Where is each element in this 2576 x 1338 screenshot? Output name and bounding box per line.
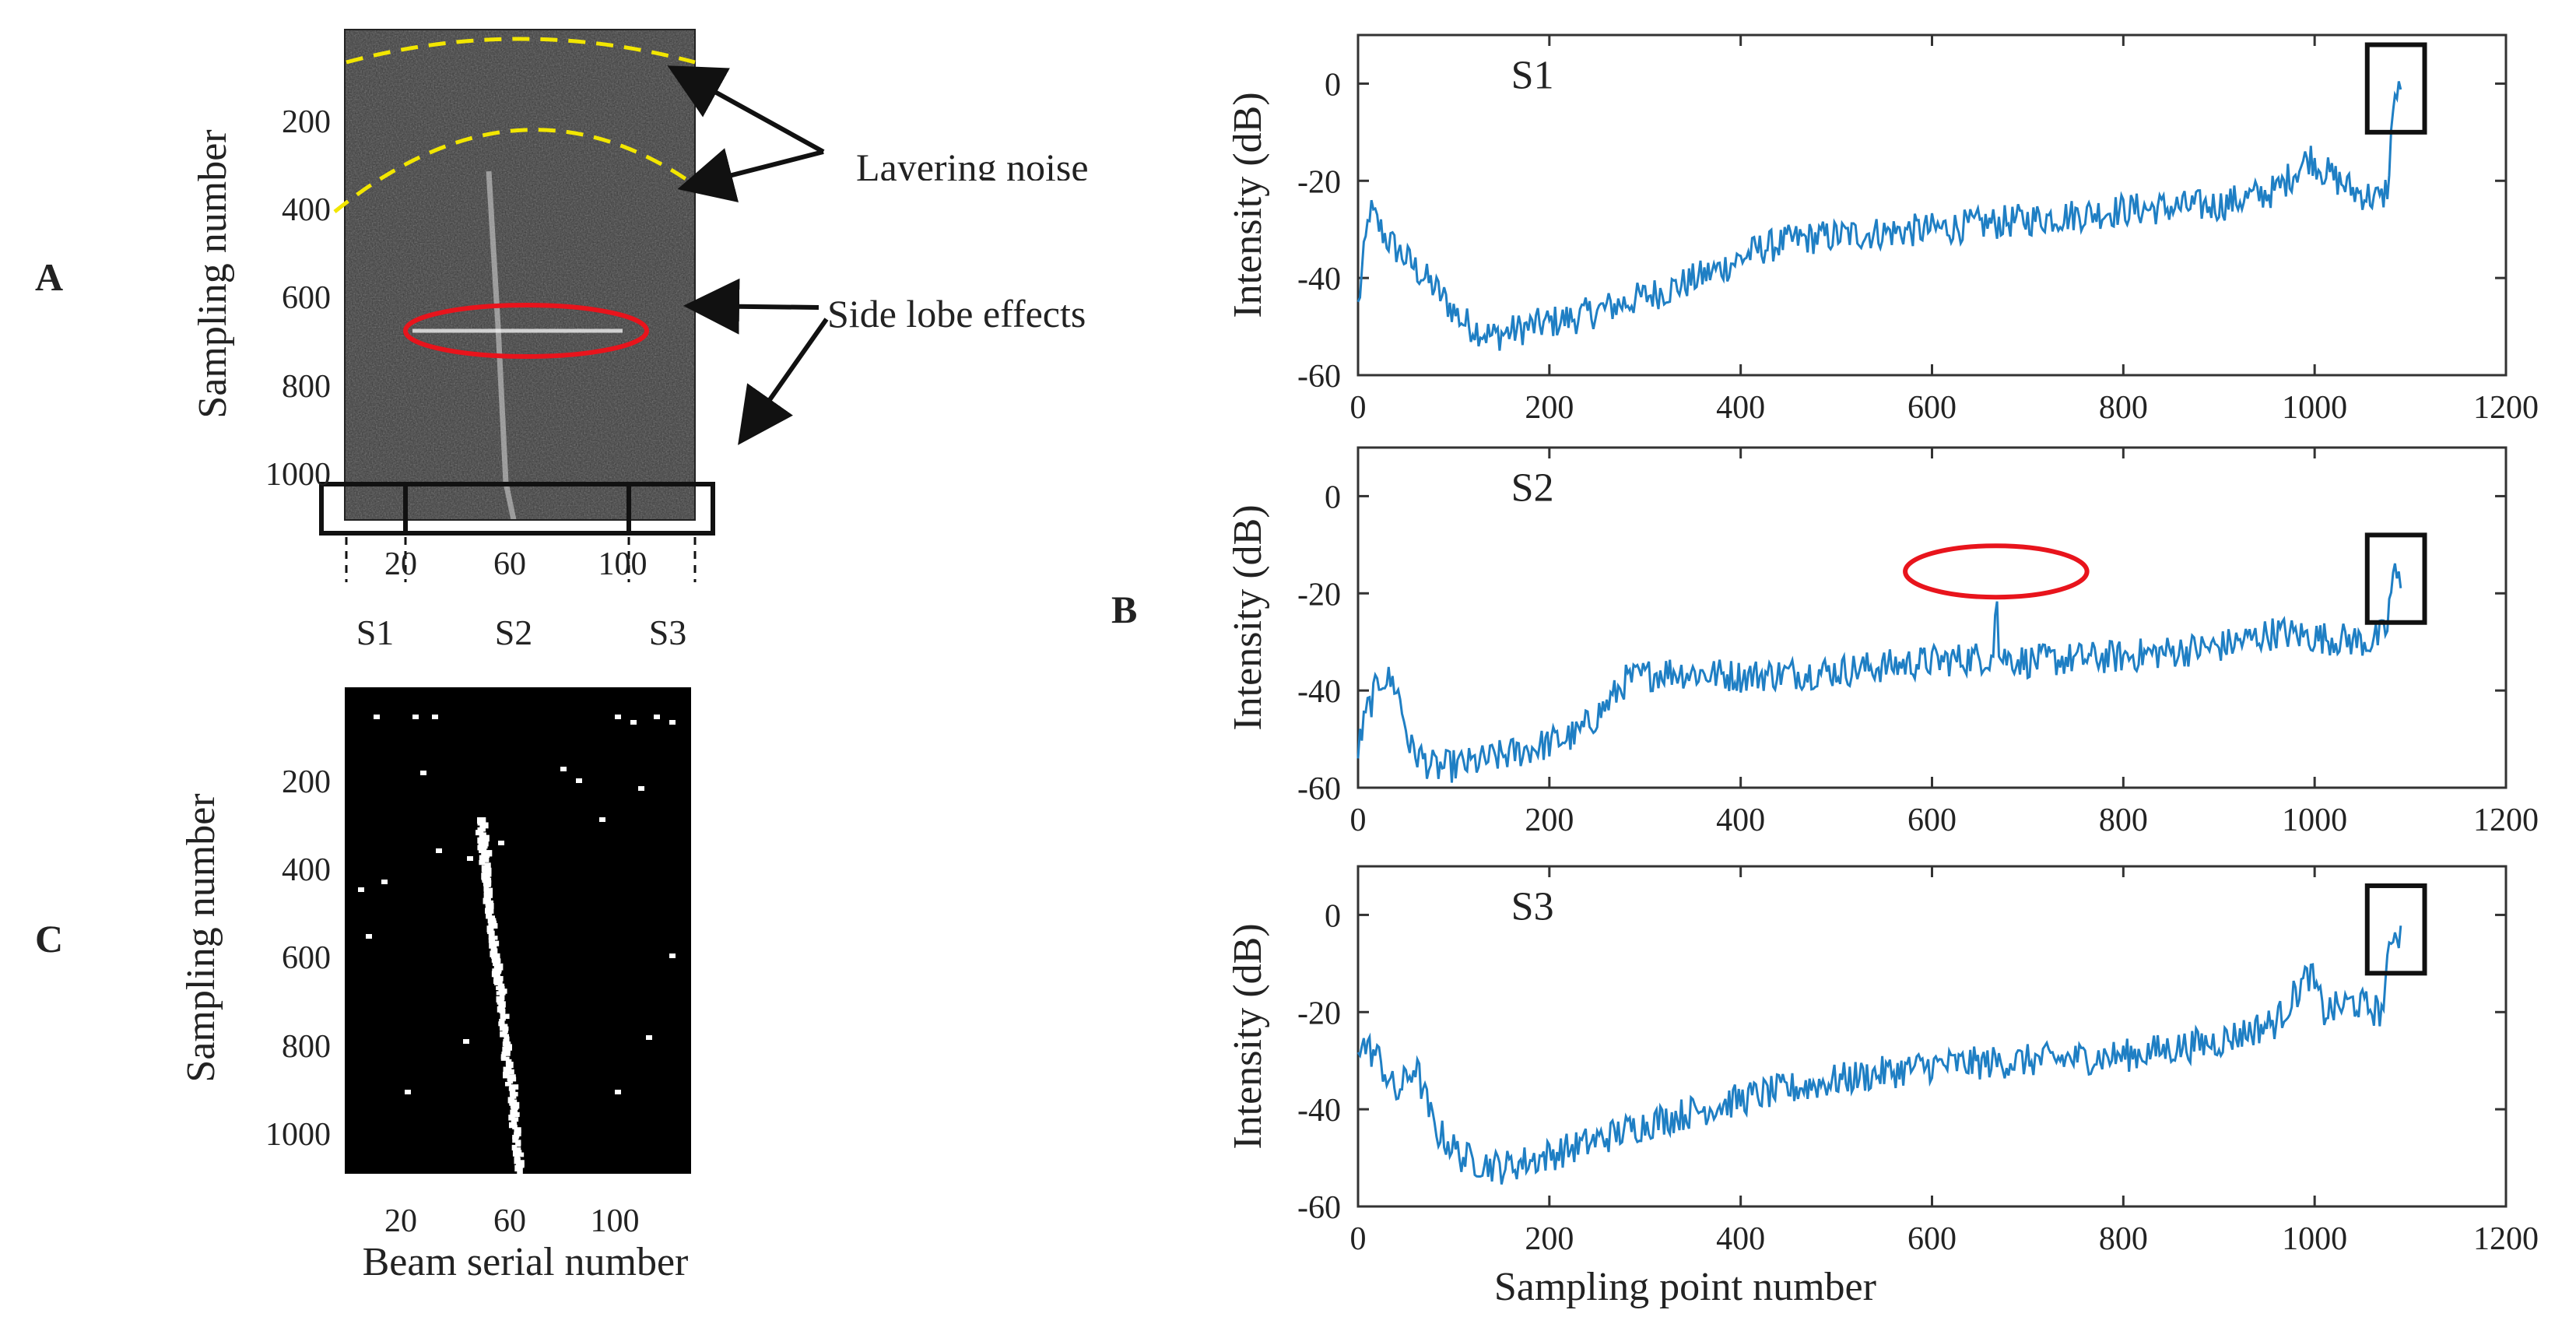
s3-box xyxy=(626,482,715,536)
xtick-label: 1200 xyxy=(2473,802,2539,838)
arrow-sidelobe-1 xyxy=(683,278,819,335)
panel-letter-c: C xyxy=(35,917,63,960)
peak-box xyxy=(2364,532,2427,625)
panel-c-xlabel: Beam serial number xyxy=(363,1240,689,1284)
plot-s3: 0 200 400 600 800 1000 1200 0 -20 -40 -60 Intensity… xyxy=(1226,865,2539,1309)
ytick-label: -60 xyxy=(1297,771,1341,807)
panel-a-ylabel: Sampling number xyxy=(191,129,235,418)
panel-a-ytick-400: 400 xyxy=(282,192,331,228)
xtick-label: 400 xyxy=(1716,1221,1765,1257)
panel-a-xtick-20: 20 xyxy=(384,546,417,582)
arrow-sidelobe-2 xyxy=(738,318,829,445)
xtick-label: 200 xyxy=(1525,1221,1574,1257)
arrow-layering-1 xyxy=(667,65,825,154)
xtick-label: 200 xyxy=(1525,390,1574,426)
panel-a-ytick-200: 200 xyxy=(282,104,331,140)
plot-title: S1 xyxy=(1511,54,1554,98)
series-line-s1 xyxy=(1356,81,2402,351)
xtick-label: 600 xyxy=(1907,1221,1957,1257)
ytick-label: -40 xyxy=(1297,1093,1341,1129)
xtick-label: 800 xyxy=(2099,390,2148,426)
xtick-label: 800 xyxy=(2099,1221,2148,1257)
ylabel: Intensity (dB) xyxy=(1226,504,1270,730)
ytick-label: -20 xyxy=(1297,164,1341,200)
panel-a: Sampling number 200 400 600 800 1000 20 … xyxy=(191,29,1160,652)
xtick-label: 1000 xyxy=(2282,390,2347,426)
layering-noise-curve-2 xyxy=(333,128,697,213)
ylabel: Intensity (dB) xyxy=(1226,923,1270,1149)
xtick-label: 1000 xyxy=(2282,802,2347,838)
side-lobe-ellipse xyxy=(403,303,649,359)
panel-letter-b: B xyxy=(1111,588,1137,631)
arrow-layering-2 xyxy=(677,148,824,203)
plot-frame xyxy=(1356,446,2508,789)
panel-c-ytick-800: 800 xyxy=(282,1029,331,1065)
panel-a-ytick-800: 800 xyxy=(282,369,331,405)
panel-letter-a: A xyxy=(35,255,63,299)
panel-a-xtick-100: 100 xyxy=(598,546,648,582)
series-line-s2 xyxy=(1356,563,2402,783)
panel-c-xtick-60: 60 xyxy=(493,1203,526,1239)
xtick-label: 0 xyxy=(1350,802,1367,838)
xtick-label: 600 xyxy=(1907,802,1957,838)
plot-title: S3 xyxy=(1511,885,1554,929)
panel-c: Sampling number 200 400 600 800 1000 20 … xyxy=(179,687,691,1284)
panel-c-ytick-600: 600 xyxy=(282,940,331,976)
series-line-s3 xyxy=(1356,925,2402,1185)
segment-label-s3: S3 xyxy=(649,613,687,652)
ytick-label: -20 xyxy=(1297,577,1341,613)
ytick-label: -60 xyxy=(1297,359,1341,395)
ylabel: Intensity (dB) xyxy=(1226,92,1270,318)
xlabel: Sampling point number xyxy=(1494,1265,1876,1309)
panel-b: 0 200 400 600 800 1000 1200 0 -20 -40 -60 Intensity… xyxy=(1226,33,2539,1309)
xtick-label: 0 xyxy=(1350,390,1367,426)
xtick-label: 400 xyxy=(1716,390,1765,426)
plot-s1: 0 200 400 600 800 1000 1200 0 -20 -40 -60 Intensity… xyxy=(1226,33,2539,426)
panel-c-dots xyxy=(358,715,676,1175)
xtick-label: 200 xyxy=(1525,802,1574,838)
panel-a-xtick-60: 60 xyxy=(493,546,526,582)
spike-ellipse xyxy=(1903,543,2090,600)
ytick-label: -60 xyxy=(1297,1190,1341,1226)
panel-c-ytick-200: 200 xyxy=(282,764,331,800)
panel-c-ytick-400: 400 xyxy=(282,852,331,888)
ytick-label: 0 xyxy=(1325,479,1341,515)
xtick-label: 1200 xyxy=(2473,390,2539,426)
panel-c-ylabel: Sampling number xyxy=(179,793,223,1082)
peak-box xyxy=(2364,42,2427,135)
ytick-label: -40 xyxy=(1297,674,1341,710)
annotation-side-lobe: Side lobe effects xyxy=(827,292,1086,335)
ytick-label: 0 xyxy=(1325,67,1341,103)
xtick-label: 0 xyxy=(1350,1221,1367,1257)
layering-noise-curve-1 xyxy=(346,37,696,65)
panel-a-ytick-1000: 1000 xyxy=(265,457,331,493)
plot-title: S2 xyxy=(1511,466,1554,511)
xtick-label: 1200 xyxy=(2473,1221,2539,1257)
ytick-label: -20 xyxy=(1297,996,1341,1031)
panel-c-ytick-1000: 1000 xyxy=(265,1117,331,1153)
segment-label-s2: S2 xyxy=(495,613,533,652)
xtick-label: 600 xyxy=(1907,390,1957,426)
panel-a-ytick-600: 600 xyxy=(282,280,331,316)
peak-box xyxy=(2364,883,2427,976)
ytick-label: 0 xyxy=(1325,898,1341,934)
ytick-label: -40 xyxy=(1297,262,1341,297)
xtick-label: 400 xyxy=(1716,802,1765,838)
segment-label-s1: S1 xyxy=(356,613,395,652)
panel-c-xtick-20: 20 xyxy=(384,1203,417,1239)
xtick-label: 800 xyxy=(2099,802,2148,838)
xtick-label: 1000 xyxy=(2282,1221,2347,1257)
plot-s2: 0 200 400 600 800 1000 1200 0 -20 -40 -60 Intensity… xyxy=(1226,446,2539,838)
panel-c-xtick-100: 100 xyxy=(591,1203,640,1239)
